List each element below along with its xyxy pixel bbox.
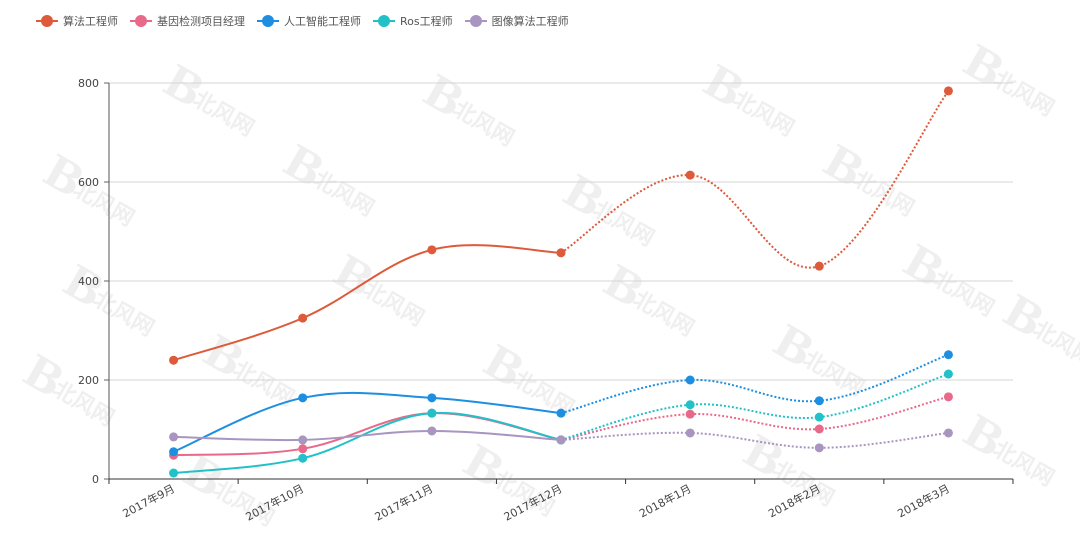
data-point[interactable]	[298, 393, 308, 403]
legend-marker-icon	[130, 15, 152, 27]
svg-text:北风网: 北风网	[628, 287, 698, 342]
legend-marker-icon	[36, 15, 58, 27]
series-line[interactable]	[169, 426, 953, 453]
legend-label: Ros工程师	[400, 15, 453, 28]
data-point[interactable]	[814, 412, 824, 422]
data-point[interactable]	[814, 261, 824, 271]
svg-text:北风网: 北风网	[928, 267, 998, 322]
legend-marker-icon	[464, 15, 487, 27]
data-point[interactable]	[685, 428, 695, 438]
data-point[interactable]	[943, 350, 953, 360]
svg-text:北风网: 北风网	[848, 167, 918, 222]
svg-text:北风网: 北风网	[798, 347, 868, 402]
svg-text:北风网: 北风网	[988, 67, 1058, 122]
svg-text:北风网: 北风网	[88, 287, 158, 342]
data-point[interactable]	[814, 424, 824, 434]
data-point[interactable]	[169, 432, 179, 442]
data-point[interactable]	[298, 435, 308, 445]
legend-marker-icon	[373, 15, 395, 27]
data-point[interactable]	[943, 86, 953, 96]
svg-text:北风网: 北风网	[988, 437, 1058, 492]
grid-lines	[109, 82, 1013, 381]
legend-label: 人工智能工程师	[284, 15, 361, 28]
legend-item-ai-engineer[interactable]: 人工智能工程师	[257, 13, 361, 29]
y-tick-label: 400	[78, 275, 99, 288]
legend-item-ros-engineer[interactable]: Ros工程师	[373, 13, 453, 29]
y-tick-label: 0	[92, 473, 99, 486]
data-point[interactable]	[427, 393, 437, 403]
svg-text:北风网: 北风网	[1028, 317, 1080, 372]
data-point[interactable]	[556, 435, 566, 445]
data-point[interactable]	[685, 375, 695, 385]
legend-item-gene-testing-pm[interactable]: 基因检测项目经理	[130, 13, 245, 29]
data-point[interactable]	[685, 400, 695, 410]
chart-legend: 算法工程师 基因检测项目经理 人工智能工程师 Ros工程师 图像算法工程师	[36, 13, 569, 29]
legend-item-algorithm-engineer[interactable]: 算法工程师	[36, 13, 118, 29]
y-tick-label: 800	[78, 77, 99, 90]
svg-text:北风网: 北风网	[308, 167, 378, 222]
y-tick-label: 600	[78, 176, 99, 189]
series-layer	[169, 86, 953, 478]
data-point[interactable]	[943, 428, 953, 438]
data-point[interactable]	[556, 408, 566, 418]
data-point[interactable]	[943, 369, 953, 379]
series-line[interactable]	[169, 86, 953, 365]
svg-text:北风网: 北风网	[228, 357, 298, 412]
legend-label: 图像算法工程师	[491, 15, 569, 28]
x-tick-label: 2017年11月	[372, 481, 435, 523]
svg-text:北风网: 北风网	[508, 367, 578, 422]
x-tick-label: 2018年1月	[637, 481, 694, 520]
data-point[interactable]	[169, 355, 179, 365]
legend-label: 算法工程师	[63, 15, 118, 28]
legend-label: 基因检测项目经理	[157, 15, 245, 28]
data-point[interactable]	[814, 396, 824, 406]
y-tick-label: 200	[78, 374, 99, 387]
data-point[interactable]	[685, 170, 695, 180]
legend-item-image-algorithm-engineer[interactable]: 图像算法工程师	[464, 13, 569, 29]
data-point[interactable]	[427, 245, 437, 255]
legend-marker-icon	[257, 15, 279, 27]
svg-text:北风网: 北风网	[728, 87, 798, 142]
data-point[interactable]	[943, 392, 953, 402]
data-point[interactable]	[427, 426, 437, 436]
data-point[interactable]	[685, 409, 695, 419]
series-line[interactable]	[169, 350, 953, 457]
data-point[interactable]	[169, 447, 179, 457]
data-point[interactable]	[814, 443, 824, 453]
data-point[interactable]	[298, 313, 308, 323]
svg-text:北风网: 北风网	[588, 197, 658, 252]
x-tick-label: 2018年3月	[895, 481, 952, 520]
data-point[interactable]	[298, 444, 308, 454]
svg-text:北风网: 北风网	[358, 277, 428, 332]
data-point[interactable]	[556, 248, 566, 258]
svg-text:北风网: 北风网	[188, 87, 258, 142]
data-point[interactable]	[169, 468, 179, 478]
data-point[interactable]	[427, 408, 437, 418]
data-point[interactable]	[298, 453, 308, 463]
x-tick-label: 2017年9月	[120, 481, 177, 520]
svg-text:北风网: 北风网	[448, 97, 518, 152]
